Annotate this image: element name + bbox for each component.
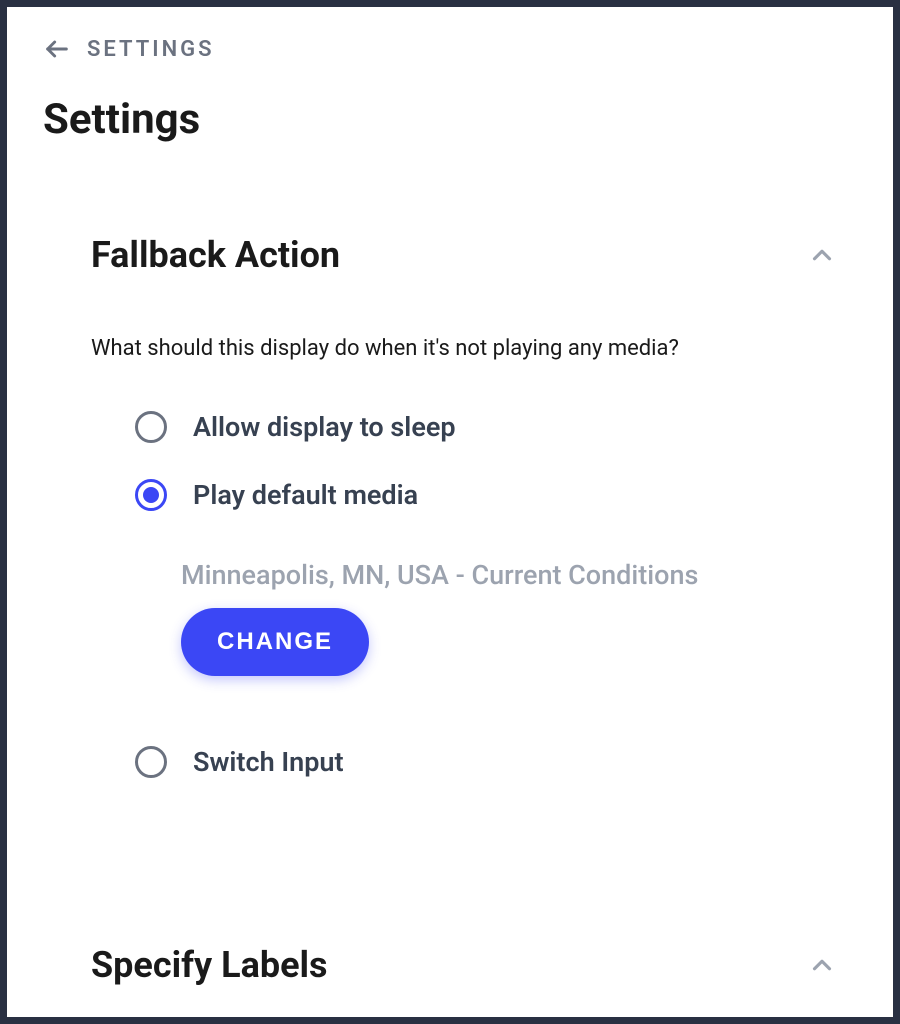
fallback-radio-group: Allow display to sleep Play default medi… xyxy=(91,411,837,778)
settings-window: SETTINGS Settings Fallback Action What s… xyxy=(0,0,900,1024)
section-spacer xyxy=(43,814,857,944)
radio-label: Switch Input xyxy=(193,746,344,778)
radio-dot-icon xyxy=(143,487,159,503)
labels-section-title: Specify Labels xyxy=(91,944,328,986)
default-media-details: Minneapolis, MN, USA - Current Condition… xyxy=(135,551,837,676)
radio-option-default-media[interactable]: Play default media xyxy=(135,479,837,511)
breadcrumb-label[interactable]: SETTINGS xyxy=(87,37,215,62)
radio-circle-icon xyxy=(135,746,167,778)
fallback-section-title: Fallback Action xyxy=(91,234,340,276)
fallback-section-header[interactable]: Fallback Action xyxy=(91,234,837,276)
specify-labels-section: Specify Labels xyxy=(43,944,857,986)
page-title: Settings xyxy=(43,95,857,144)
fallback-action-section: Fallback Action What should this display… xyxy=(43,234,857,778)
radio-label: Play default media xyxy=(193,479,418,511)
radio-option-switch-input[interactable]: Switch Input xyxy=(135,746,837,778)
labels-section-header[interactable]: Specify Labels xyxy=(91,944,837,986)
chevron-up-icon xyxy=(807,240,837,270)
back-arrow-icon[interactable] xyxy=(43,35,71,63)
chevron-up-icon xyxy=(807,950,837,980)
radio-label: Allow display to sleep xyxy=(193,411,456,443)
current-media-text: Minneapolis, MN, USA - Current Condition… xyxy=(181,551,698,600)
radio-circle-icon xyxy=(135,411,167,443)
fallback-description: What should this display do when it's no… xyxy=(91,336,837,361)
breadcrumb: SETTINGS xyxy=(43,35,857,63)
change-button[interactable]: CHANGE xyxy=(181,608,369,676)
radio-circle-selected-icon xyxy=(135,479,167,511)
radio-option-sleep[interactable]: Allow display to sleep xyxy=(135,411,837,443)
